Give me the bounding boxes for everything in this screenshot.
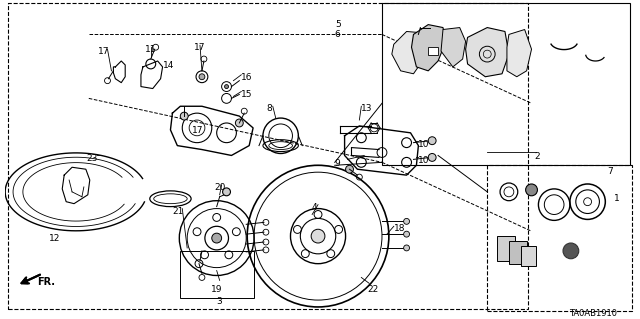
Text: 4: 4 (311, 203, 317, 212)
Text: FR.: FR. (36, 278, 54, 287)
Text: 17: 17 (192, 126, 204, 135)
Circle shape (236, 119, 243, 127)
Text: TA0AB1910: TA0AB1910 (570, 309, 618, 318)
Text: 10: 10 (419, 140, 430, 149)
Circle shape (311, 229, 325, 243)
Text: 17: 17 (98, 47, 109, 56)
Circle shape (404, 231, 410, 237)
Text: 7: 7 (607, 167, 613, 176)
Bar (382, 3, 630, 165)
Text: 12: 12 (49, 234, 60, 243)
Polygon shape (392, 32, 423, 74)
Text: 1: 1 (614, 194, 620, 203)
Polygon shape (521, 246, 536, 266)
Text: 9: 9 (335, 160, 340, 168)
Text: 19: 19 (211, 285, 223, 294)
Polygon shape (466, 27, 509, 77)
Circle shape (404, 245, 410, 251)
Text: 5: 5 (335, 20, 340, 29)
Circle shape (428, 137, 436, 145)
Text: 2: 2 (534, 152, 540, 160)
Bar (180, 251, 254, 298)
Circle shape (428, 153, 436, 161)
Polygon shape (412, 25, 446, 71)
Circle shape (346, 165, 353, 173)
Polygon shape (507, 30, 532, 77)
Text: 22: 22 (367, 285, 378, 294)
Circle shape (223, 188, 230, 196)
Polygon shape (441, 27, 466, 67)
Text: 6: 6 (335, 30, 340, 39)
Circle shape (199, 74, 205, 80)
Text: 23: 23 (86, 154, 97, 163)
Text: 3: 3 (217, 297, 223, 306)
Text: 17: 17 (194, 43, 205, 52)
Text: 10: 10 (419, 156, 430, 166)
Bar (487, 165, 632, 311)
Text: 15: 15 (241, 90, 253, 99)
Text: 14: 14 (163, 61, 174, 70)
Text: 11: 11 (145, 45, 157, 54)
Circle shape (525, 184, 538, 196)
Polygon shape (509, 241, 527, 264)
Polygon shape (497, 236, 515, 261)
Bar (8, 3, 527, 309)
Text: 8: 8 (266, 104, 272, 113)
Circle shape (225, 85, 228, 89)
Text: 16: 16 (241, 73, 253, 82)
Circle shape (563, 243, 579, 259)
Text: 20: 20 (214, 183, 225, 192)
Circle shape (180, 112, 188, 120)
Text: 18: 18 (394, 224, 405, 233)
Text: 13: 13 (362, 104, 373, 113)
Text: 21: 21 (173, 207, 184, 216)
Circle shape (404, 219, 410, 224)
Bar (428, 47, 438, 55)
Circle shape (212, 233, 221, 243)
